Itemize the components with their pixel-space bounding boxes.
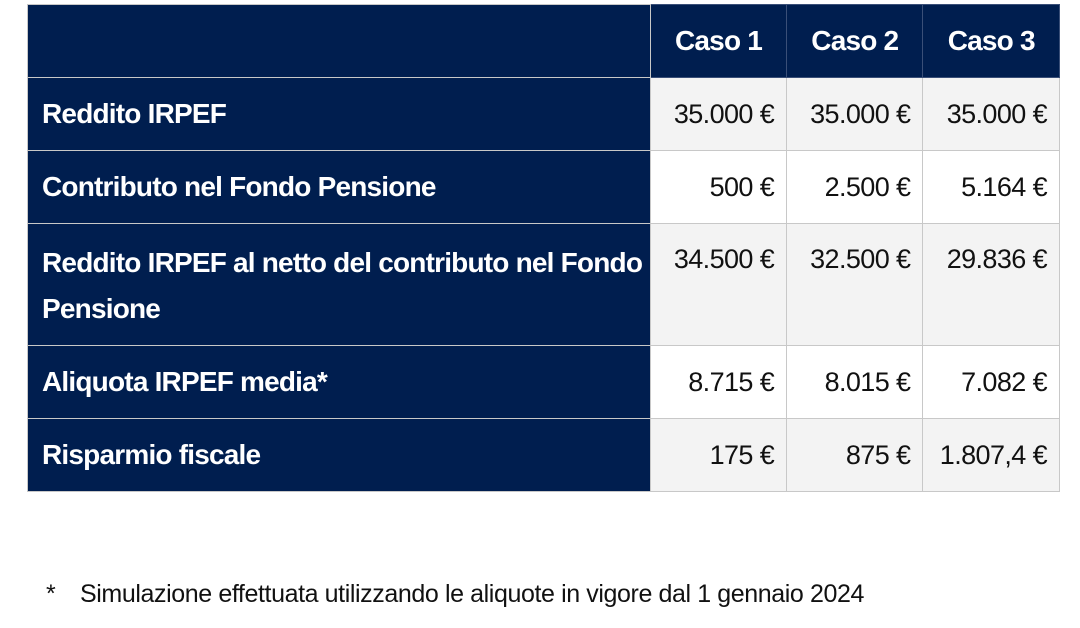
cell-value: 1.807,4 € [922,418,1060,492]
row-label: Reddito IRPEF al netto del contributo ne… [27,223,651,346]
row-label: Aliquota IRPEF media* [27,345,651,419]
cell-value: 2.500 € [786,150,924,224]
cell-value: 7.082 € [922,345,1060,419]
cell-value: 35.000 € [649,77,788,151]
table-row: Reddito IRPEF 35.000 € 35.000 € 35.000 € [27,77,1060,151]
row-label: Risparmio fiscale [27,418,651,492]
footnote-marker: * [46,580,56,608]
cell-value: 29.836 € [922,223,1060,346]
table-row: Aliquota IRPEF media* 8.715 € 8.015 € 7.… [27,345,1060,419]
cell-value: 32.500 € [786,223,924,346]
cell-value: 500 € [649,150,788,224]
header-caso-2: Caso 2 [786,4,924,78]
cell-value: 175 € [649,418,788,492]
table-row: Contributo nel Fondo Pensione 500 € 2.50… [27,150,1060,224]
tax-comparison-table: Caso 1 Caso 2 Caso 3 Reddito IRPEF 35.00… [27,4,1060,492]
cell-value: 34.500 € [649,223,788,346]
cell-value: 8.015 € [786,345,924,419]
header-row: Caso 1 Caso 2 Caso 3 [27,4,1060,78]
table-row: Reddito IRPEF al netto del contributo ne… [27,223,1060,346]
header-empty [27,4,651,78]
table-row: Risparmio fiscale 175 € 875 € 1.807,4 € [27,418,1060,492]
cell-value: 5.164 € [922,150,1060,224]
cell-value: 35.000 € [922,77,1060,151]
footnote: * Simulazione effettuata utilizzando le a… [46,580,864,609]
cell-value: 35.000 € [786,77,924,151]
cell-value: 875 € [786,418,924,492]
row-label: Reddito IRPEF [27,77,651,151]
cell-value: 8.715 € [649,345,788,419]
footnote-text: Simulazione effettuata utilizzando le al… [80,580,865,608]
header-caso-3: Caso 3 [922,4,1060,78]
header-caso-1: Caso 1 [649,4,788,78]
row-label: Contributo nel Fondo Pensione [27,150,651,224]
